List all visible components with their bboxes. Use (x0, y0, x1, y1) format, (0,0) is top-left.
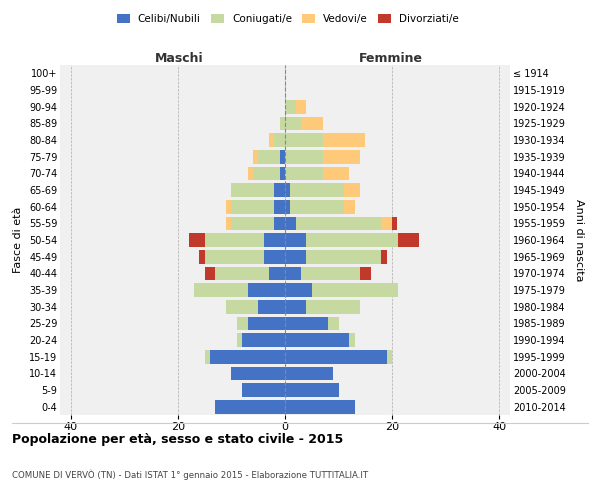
Bar (269, 133, 274, 147)
Y-axis label: Anni di nascita: Anni di nascita (574, 198, 584, 281)
Bar (280, 166, 285, 180)
Text: COMUNE DI VERVÒ (TN) - Dati ISTAT 1° gennaio 2015 - Elaborazione TUTTITALIA.IT: COMUNE DI VERVÒ (TN) - Dati ISTAT 1° gen… (12, 469, 368, 480)
Bar (323, 150, 360, 164)
Bar (274, 133, 285, 147)
Bar (258, 150, 280, 164)
Bar (205, 233, 263, 247)
Bar (387, 350, 392, 364)
Bar (301, 266, 360, 280)
Bar (344, 200, 355, 213)
Bar (248, 166, 253, 180)
Bar (232, 200, 274, 213)
Bar (226, 300, 258, 314)
Bar (226, 216, 232, 230)
Text: Maschi: Maschi (155, 52, 203, 64)
Bar (215, 400, 285, 413)
Bar (285, 216, 296, 230)
Bar (199, 250, 205, 264)
Bar (285, 366, 333, 380)
Bar (269, 266, 285, 280)
Bar (280, 150, 285, 164)
Bar (285, 300, 307, 314)
Bar (344, 183, 360, 197)
Bar (398, 233, 419, 247)
Bar (248, 283, 285, 297)
Bar (253, 166, 280, 180)
Bar (205, 350, 210, 364)
Bar (285, 383, 338, 397)
Bar (263, 250, 285, 264)
Y-axis label: Fasce di età: Fasce di età (13, 207, 23, 273)
Bar (323, 166, 349, 180)
Bar (285, 100, 296, 114)
Bar (285, 233, 307, 247)
Bar (392, 216, 397, 230)
Bar (205, 266, 215, 280)
Bar (349, 333, 355, 347)
Bar (285, 266, 301, 280)
Bar (285, 283, 312, 297)
Bar (263, 233, 285, 247)
Bar (301, 116, 323, 130)
Bar (210, 350, 285, 364)
Bar (285, 333, 349, 347)
Bar (382, 250, 387, 264)
Text: Femmine: Femmine (359, 52, 423, 64)
Bar (285, 133, 323, 147)
Bar (226, 200, 232, 213)
Bar (285, 116, 301, 130)
Bar (285, 183, 290, 197)
Bar (360, 266, 371, 280)
Bar (274, 200, 285, 213)
Bar (258, 300, 285, 314)
Bar (242, 333, 285, 347)
Bar (253, 150, 258, 164)
Bar (274, 216, 285, 230)
Bar (194, 283, 248, 297)
Bar (290, 200, 344, 213)
Bar (307, 233, 398, 247)
Bar (280, 116, 285, 130)
Bar (285, 250, 307, 264)
Bar (285, 350, 387, 364)
Bar (274, 183, 285, 197)
Bar (285, 150, 323, 164)
Bar (382, 216, 392, 230)
Bar (188, 233, 205, 247)
Bar (285, 200, 290, 213)
Bar (296, 100, 307, 114)
Legend: Celibi/Nubili, Coniugati/e, Vedovi/e, Divorziati/e: Celibi/Nubili, Coniugati/e, Vedovi/e, Di… (113, 10, 463, 29)
Bar (205, 250, 263, 264)
Bar (232, 366, 285, 380)
Bar (237, 333, 242, 347)
Bar (307, 300, 360, 314)
Bar (290, 183, 344, 197)
Bar (215, 266, 269, 280)
Bar (232, 183, 274, 197)
Bar (312, 283, 398, 297)
Bar (285, 316, 328, 330)
Bar (248, 316, 285, 330)
Bar (323, 133, 365, 147)
Text: Popolazione per età, sesso e stato civile - 2015: Popolazione per età, sesso e stato civil… (12, 432, 343, 446)
Bar (232, 216, 274, 230)
Bar (307, 250, 382, 264)
Bar (242, 383, 285, 397)
Bar (328, 316, 338, 330)
Bar (296, 216, 382, 230)
Bar (285, 166, 323, 180)
Bar (237, 316, 248, 330)
Bar (285, 400, 355, 413)
